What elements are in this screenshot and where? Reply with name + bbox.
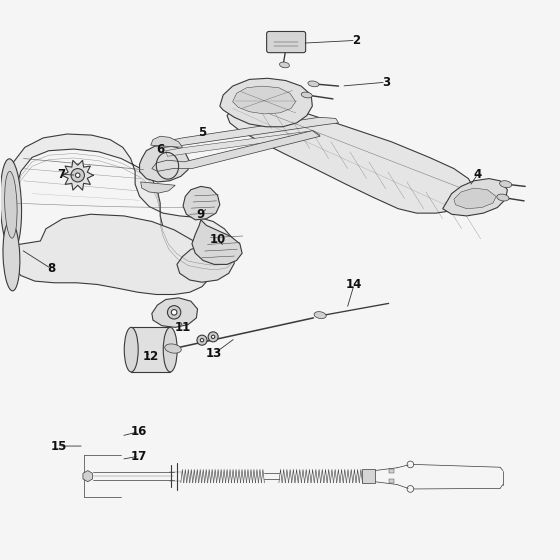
Circle shape	[76, 173, 80, 178]
Polygon shape	[152, 130, 320, 171]
Text: 7: 7	[57, 167, 65, 181]
Circle shape	[212, 335, 215, 338]
Text: 3: 3	[382, 76, 390, 88]
Ellipse shape	[314, 312, 326, 319]
Polygon shape	[232, 86, 296, 114]
Ellipse shape	[497, 194, 509, 201]
Polygon shape	[83, 470, 92, 482]
Circle shape	[167, 306, 181, 319]
Circle shape	[197, 335, 207, 345]
Circle shape	[200, 338, 204, 342]
Ellipse shape	[308, 81, 319, 87]
FancyBboxPatch shape	[362, 469, 375, 483]
Polygon shape	[139, 145, 190, 182]
Ellipse shape	[500, 181, 512, 188]
Text: 16: 16	[131, 425, 147, 438]
Polygon shape	[183, 186, 220, 220]
Text: 17: 17	[131, 450, 147, 463]
Polygon shape	[152, 298, 198, 328]
Polygon shape	[220, 78, 312, 127]
FancyBboxPatch shape	[267, 31, 306, 53]
Text: 2: 2	[352, 34, 360, 47]
Polygon shape	[62, 160, 94, 190]
Polygon shape	[7, 134, 234, 260]
Ellipse shape	[165, 344, 181, 353]
Polygon shape	[177, 246, 234, 282]
Text: 11: 11	[175, 321, 191, 334]
Text: 5: 5	[198, 126, 206, 139]
Polygon shape	[151, 136, 183, 147]
Ellipse shape	[279, 62, 290, 68]
Polygon shape	[454, 188, 496, 209]
Circle shape	[171, 310, 177, 315]
Circle shape	[208, 332, 218, 342]
Text: 4: 4	[474, 167, 482, 181]
Text: 13: 13	[206, 347, 222, 360]
Text: 14: 14	[346, 278, 362, 291]
Ellipse shape	[124, 328, 138, 372]
Text: 9: 9	[197, 208, 205, 221]
Ellipse shape	[0, 159, 22, 251]
Polygon shape	[389, 479, 394, 483]
Ellipse shape	[3, 221, 20, 291]
Polygon shape	[163, 117, 338, 147]
Text: 10: 10	[209, 233, 226, 246]
Polygon shape	[141, 182, 175, 193]
Polygon shape	[389, 469, 394, 473]
Polygon shape	[10, 214, 212, 295]
Polygon shape	[192, 220, 242, 264]
Ellipse shape	[301, 92, 312, 98]
Text: 6: 6	[156, 143, 164, 156]
Text: 15: 15	[50, 440, 67, 452]
Circle shape	[71, 169, 85, 182]
Ellipse shape	[164, 328, 177, 372]
Polygon shape	[227, 99, 474, 213]
Polygon shape	[131, 328, 170, 372]
Ellipse shape	[4, 171, 17, 238]
Polygon shape	[443, 179, 507, 216]
Polygon shape	[166, 130, 320, 156]
Text: 12: 12	[143, 350, 159, 363]
Text: 8: 8	[48, 262, 55, 276]
